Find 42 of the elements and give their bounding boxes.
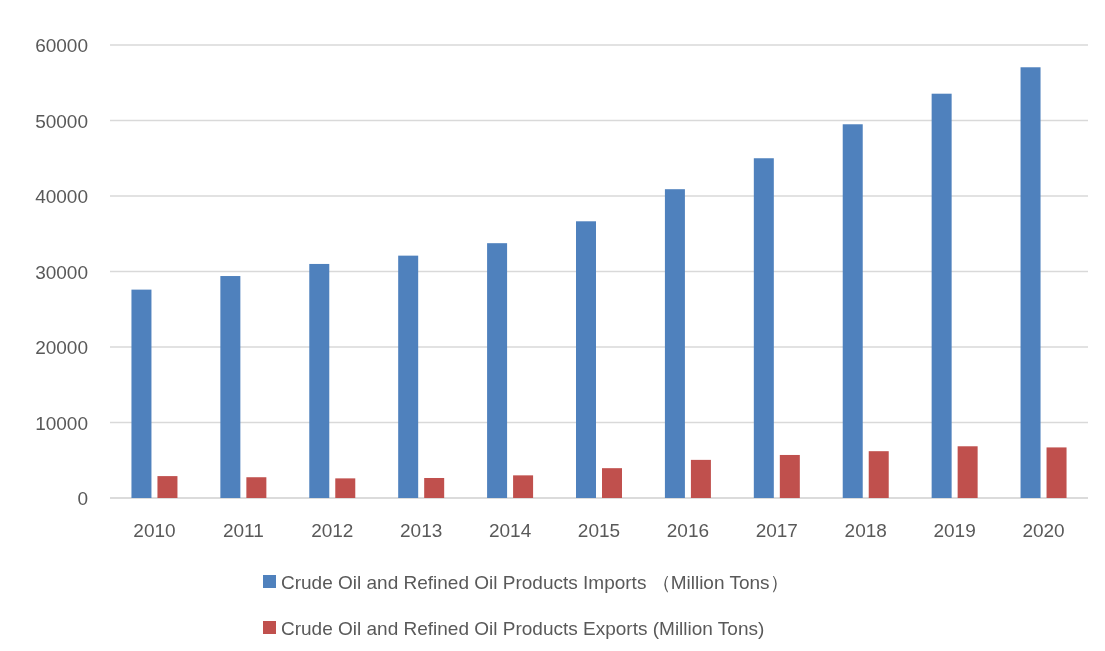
x-tick-label: 2014: [488, 520, 532, 541]
bar: [753, 158, 774, 498]
bar: [779, 454, 800, 498]
bar: [246, 477, 267, 498]
bar: [602, 468, 622, 498]
bar: [424, 477, 445, 498]
bar: [398, 255, 419, 498]
x-tick-label: 2020: [1022, 520, 1065, 541]
bar: [868, 451, 889, 498]
legend-label: Crude Oil and Refined Oil Products Exports (Million Tons): [281, 618, 765, 639]
y-tick-label: 20000: [35, 337, 88, 358]
x-tick-label: 2018: [844, 520, 887, 541]
y-tick-label: 30000: [35, 261, 88, 283]
bar: [931, 93, 952, 498]
bar: [157, 476, 178, 498]
bar: [309, 263, 330, 498]
bar: [957, 446, 978, 498]
bar: [513, 475, 534, 498]
y-tick-label: 0: [77, 488, 88, 509]
x-tick-label: 2013: [400, 520, 443, 541]
x-tick-label: 2011: [222, 520, 264, 541]
bar: [335, 478, 356, 498]
y-tick-label: 50000: [35, 110, 88, 132]
x-tick-label: 2019: [933, 520, 976, 541]
x-tick-label: 2016: [666, 520, 710, 541]
bar: [576, 221, 596, 498]
bar: [1020, 67, 1041, 498]
y-tick-label: 10000: [35, 412, 88, 434]
x-tick-label: 2012: [311, 520, 354, 541]
x-tick-label: 2015: [577, 520, 621, 541]
bar: [664, 189, 685, 498]
bar: [1046, 447, 1067, 498]
bar: [842, 124, 863, 498]
x-tick-label: 2017: [755, 520, 798, 541]
y-tick-label: 40000: [35, 186, 88, 207]
bar: [220, 276, 241, 498]
bar: [487, 243, 508, 498]
legend-label: Crude Oil and Refined Oil Products Imports （Million Tons）: [281, 572, 789, 593]
y-tick-label: 60000: [35, 35, 88, 56]
bar: [690, 459, 711, 498]
x-tick-label: 2010: [133, 520, 176, 541]
bar: [131, 289, 152, 498]
